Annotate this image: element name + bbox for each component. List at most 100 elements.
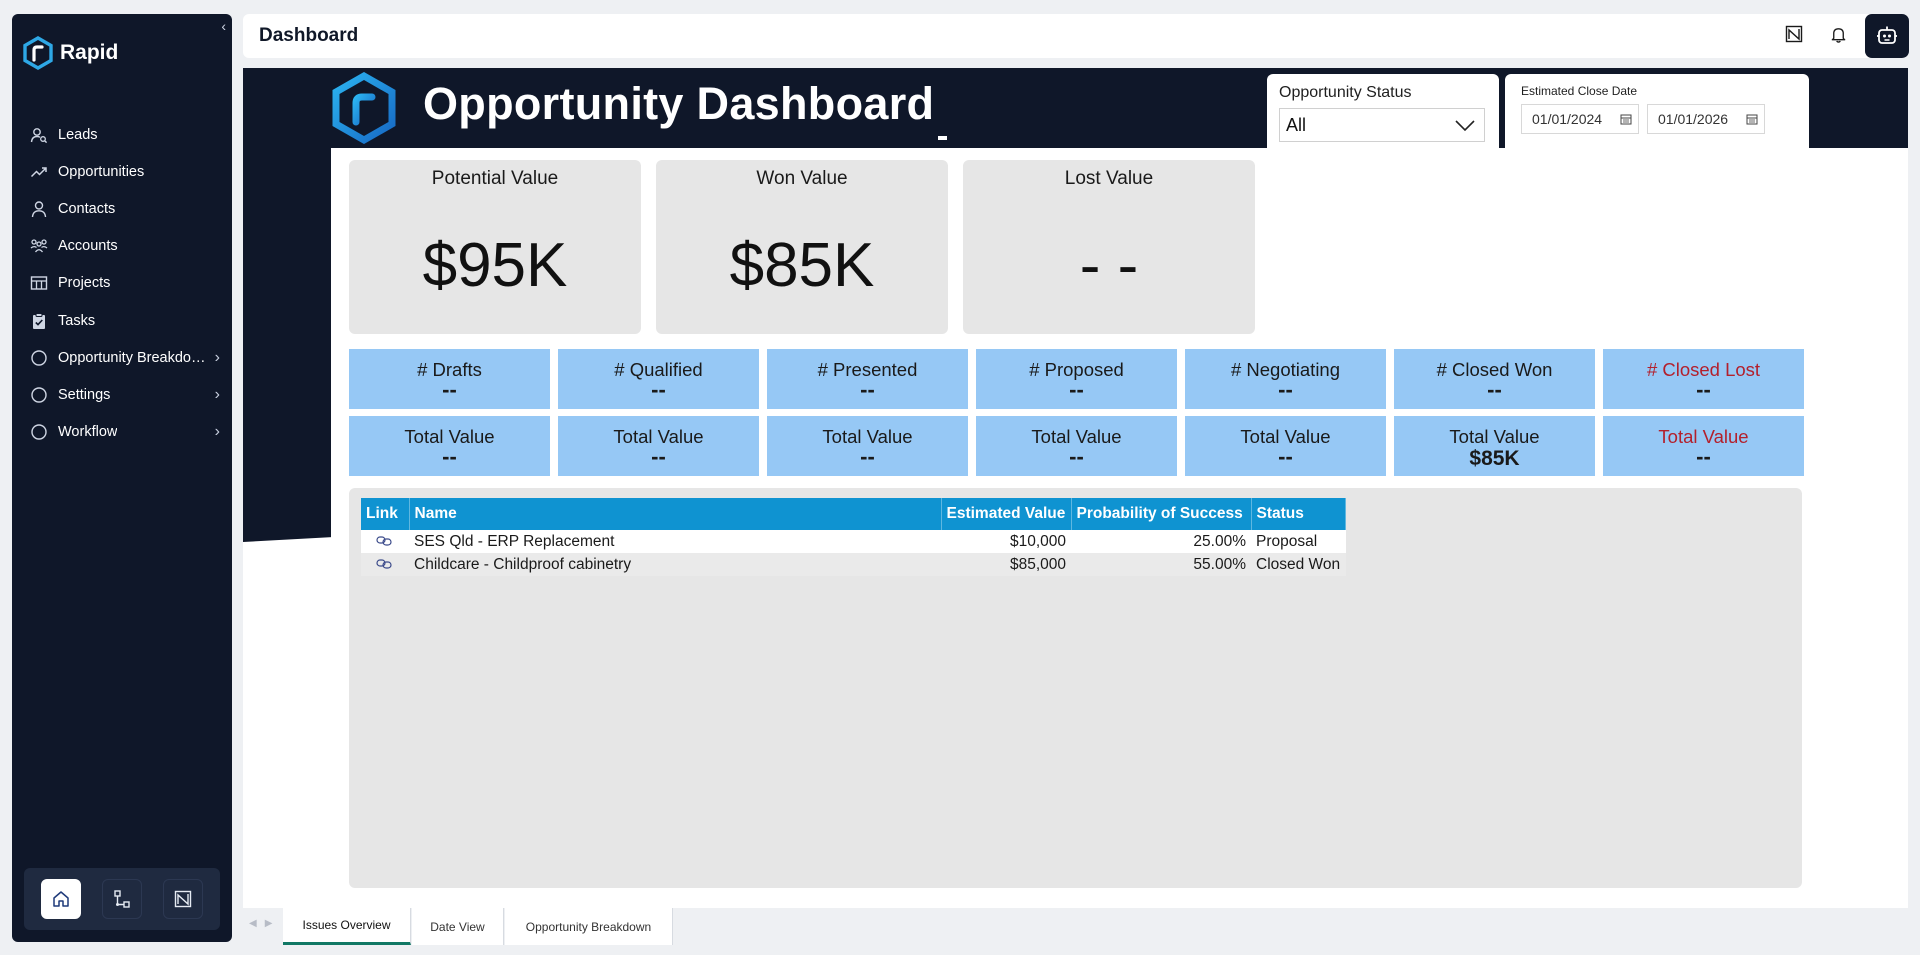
sidebar-item-label: Opportunities xyxy=(58,163,145,180)
stage-qualified-total: Total Value -- xyxy=(558,416,759,476)
calendar-icon[interactable] xyxy=(1746,113,1758,125)
sidebar-item-opportunities[interactable]: Opportunities xyxy=(12,153,232,190)
opportunity-name: SES Qld - ERP Replacement xyxy=(409,530,941,553)
total-value: -- xyxy=(1069,444,1084,469)
column-header-name[interactable]: Name xyxy=(409,498,942,530)
sidebar-item-opportunity-breakdown[interactable]: Opportunity Breakdown › xyxy=(12,339,232,376)
stage-label: # Closed Lost xyxy=(1646,359,1761,380)
date-from-input[interactable]: 01/01/2024 xyxy=(1521,104,1639,134)
sidebar-item-label: Accounts xyxy=(58,238,118,255)
sidebar-item-projects[interactable]: Projects xyxy=(12,265,232,302)
opportunities-table: Link Name Estimated Value Probability of… xyxy=(361,498,1346,576)
stage-proposed-total: Total Value -- xyxy=(976,416,1177,476)
column-header-status[interactable]: Status xyxy=(1251,498,1346,530)
sidebar-quick-actions xyxy=(24,868,220,930)
total-label: Total Value xyxy=(822,426,913,447)
total-value: -- xyxy=(651,444,666,469)
stage-drafts-total: Total Value -- xyxy=(349,416,550,476)
page-title: Dashboard xyxy=(259,25,359,46)
home-button[interactable] xyxy=(40,879,81,919)
flow-button[interactable] xyxy=(101,879,142,919)
table-row[interactable]: SES Qld - ERP Replacement $10,000 25.00%… xyxy=(361,530,1346,553)
stage-count: -- xyxy=(1069,377,1084,402)
total-label: Total Value xyxy=(1658,426,1749,447)
report-button[interactable] xyxy=(163,879,204,919)
stage-closed-won-count: # Closed Won -- xyxy=(1394,349,1595,409)
sidebar-item-label: Leads xyxy=(58,126,98,143)
estimated-value: $85,000 xyxy=(941,553,1071,576)
column-header-estimated-value[interactable]: Estimated Value xyxy=(941,498,1072,530)
tab-opportunity-breakdown[interactable]: Opportunity Breakdown xyxy=(505,908,673,945)
flow-icon xyxy=(114,890,130,908)
table-header-row: Link Name Estimated Value Probability of… xyxy=(361,498,1346,530)
report-icon[interactable] xyxy=(1782,22,1806,46)
clipboard-icon xyxy=(30,312,48,330)
sidebar-item-label: Projects xyxy=(58,275,111,292)
tab-scroll-arrows[interactable]: ◀▶ xyxy=(249,918,281,929)
sidebar-item-accounts[interactable]: Accounts xyxy=(12,228,232,265)
stage-count: -- xyxy=(1278,377,1293,402)
board-icon xyxy=(30,274,48,292)
opportunities-table-area: Link Name Estimated Value Probability of… xyxy=(349,488,1802,888)
brand-name: Rapid xyxy=(60,41,119,64)
status-select-value: All xyxy=(1286,114,1307,135)
chevron-down-icon xyxy=(1455,120,1475,132)
date-to-input[interactable]: 01/01/2026 xyxy=(1647,104,1765,134)
total-value: -- xyxy=(442,444,457,469)
circle-icon xyxy=(30,423,48,441)
calendar-icon[interactable] xyxy=(1620,113,1632,125)
brand-logo[interactable]: Rapid xyxy=(22,36,118,70)
estimated-value: $10,000 xyxy=(941,530,1071,553)
sidebar-item-label: Settings xyxy=(58,386,111,403)
link-cell xyxy=(361,553,409,576)
collapse-sidebar-icon[interactable]: ‹ xyxy=(221,18,226,34)
tab-issues-overview[interactable]: Issues Overview xyxy=(283,908,411,945)
sidebar-item-settings[interactable]: Settings › xyxy=(12,376,232,413)
status: Proposal xyxy=(1251,530,1346,553)
trend-icon xyxy=(30,163,48,181)
rapid-logo-icon xyxy=(23,36,53,70)
chevron-right-icon: › xyxy=(214,423,220,441)
link-icon[interactable] xyxy=(376,556,392,574)
stage-negotiating-total: Total Value -- xyxy=(1185,416,1386,476)
kpi-value: - - xyxy=(1079,231,1139,300)
stage-closed-won-total: Total Value $85K xyxy=(1394,416,1595,476)
table-row[interactable]: Childcare - Childproof cabinetry $85,000… xyxy=(361,553,1346,576)
sidebar: ‹ Rapid Leads Opportunities Contacts xyxy=(12,14,232,942)
kpi-value: $85K xyxy=(729,231,875,300)
sidebar-item-leads[interactable]: Leads xyxy=(12,116,232,153)
total-value: -- xyxy=(860,444,875,469)
dashboard-title: Opportunity Dashboard xyxy=(423,78,935,129)
stage-label: # Proposed xyxy=(1029,359,1124,380)
status-select[interactable]: All xyxy=(1279,108,1485,142)
date-filter-label: Estimated Close Date xyxy=(1521,84,1638,98)
bell-icon[interactable] xyxy=(1826,22,1850,46)
tab-date-view[interactable]: Date View xyxy=(412,908,504,945)
stage-count: -- xyxy=(651,377,666,402)
person-icon xyxy=(30,200,48,218)
kpi-lost-value: Lost Value - - xyxy=(963,160,1255,334)
sidebar-item-contacts[interactable]: Contacts xyxy=(12,190,232,227)
link-cell xyxy=(361,530,409,553)
total-label: Total Value xyxy=(404,426,495,447)
kpi-won-value: Won Value $85K xyxy=(656,160,948,334)
stage-count: -- xyxy=(1487,377,1502,402)
assistant-button[interactable] xyxy=(1865,14,1909,58)
stage-presented-count: # Presented -- xyxy=(767,349,968,409)
stage-proposed-count: # Proposed -- xyxy=(976,349,1177,409)
dashboard-logo-icon xyxy=(332,72,396,144)
report-canvas: Opportunity Dashboard Opportunity Status… xyxy=(243,68,1908,908)
sidebar-item-tasks[interactable]: Tasks xyxy=(12,302,232,339)
sidebar-item-workflow[interactable]: Workflow › xyxy=(12,414,232,451)
total-label: Total Value xyxy=(1031,426,1122,447)
total-value: $85K xyxy=(1469,447,1520,470)
people-icon xyxy=(30,237,48,255)
status: Closed Won xyxy=(1251,553,1346,576)
circle-icon xyxy=(30,386,48,404)
link-icon[interactable] xyxy=(376,533,392,551)
top-bar: Dashboard MF xyxy=(243,14,1908,58)
stage-label: # Negotiating xyxy=(1230,359,1341,380)
column-header-link[interactable]: Link xyxy=(361,498,410,530)
column-header-probability[interactable]: Probability of Success xyxy=(1071,498,1252,530)
kpi-title: Won Value xyxy=(756,168,848,189)
